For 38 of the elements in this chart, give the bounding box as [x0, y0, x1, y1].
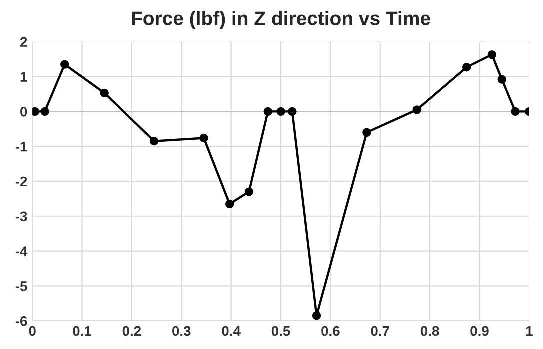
point — [100, 88, 109, 98]
point — [60, 60, 70, 69]
y-tick-label: -5 — [16, 282, 28, 292]
y-tick-label: -4 — [16, 246, 28, 256]
x-tick-label: 0.7 — [371, 326, 390, 336]
x-tick-label: 0.3 — [172, 326, 191, 336]
point — [40, 107, 50, 116]
y-tick-label: 0 — [20, 107, 28, 117]
x-tick-label: 0.9 — [470, 326, 489, 336]
point — [462, 63, 472, 72]
y-tick-label: 1 — [20, 72, 28, 82]
x-tick-label: 0.2 — [122, 326, 142, 336]
point — [264, 107, 272, 116]
point — [511, 107, 520, 116]
point — [498, 75, 506, 84]
point — [312, 312, 322, 320]
point — [244, 188, 254, 196]
y-tick-label: 2 — [20, 37, 28, 47]
x-tick-label: 0.1 — [73, 326, 92, 336]
x-tick-label: 0.6 — [322, 326, 340, 336]
point — [288, 107, 297, 116]
chart-title: Force (lbf) in Z direction vs Time — [132, 11, 430, 30]
y-tick-label: -3 — [16, 212, 28, 222]
x-tick-label: 0 — [29, 326, 36, 336]
point — [362, 128, 372, 137]
point — [488, 50, 496, 60]
point — [225, 200, 234, 209]
point — [200, 134, 208, 143]
y-tick-label: -2 — [16, 176, 28, 187]
x-tick-label: 1 — [526, 326, 533, 336]
x-tick-label: 0.4 — [222, 326, 241, 336]
x-tick-label: 0.5 — [272, 326, 290, 336]
y-tick-label: -1 — [16, 142, 28, 152]
point — [412, 106, 422, 114]
point — [150, 137, 159, 146]
x-tick-label: 0.8 — [420, 326, 440, 336]
point — [276, 107, 286, 116]
y-tick-label: -6 — [16, 316, 28, 326]
